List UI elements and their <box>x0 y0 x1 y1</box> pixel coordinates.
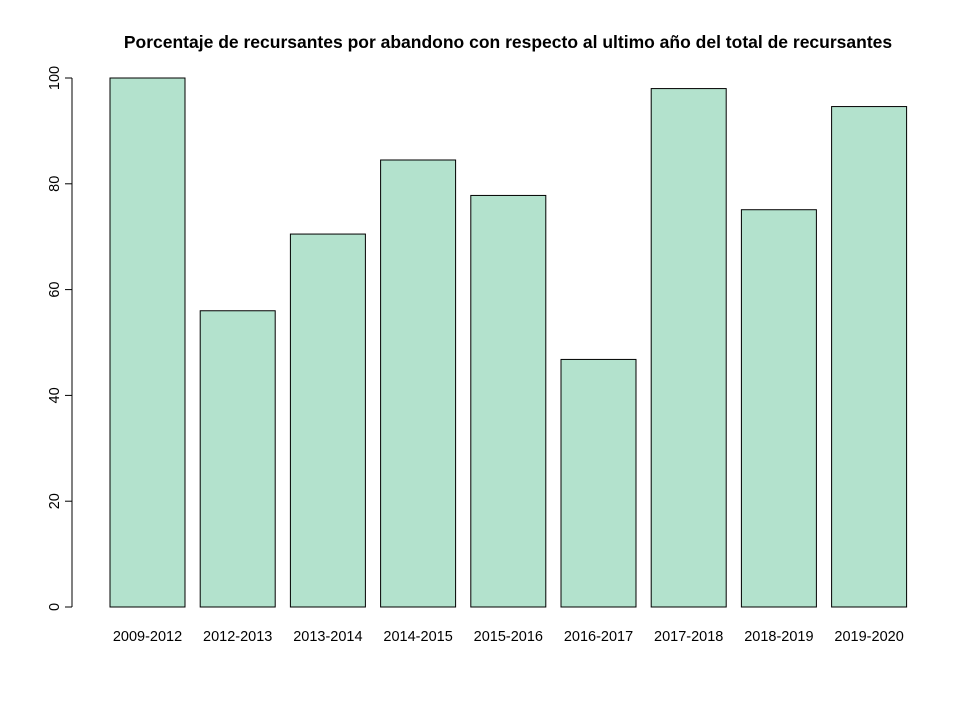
bar <box>740 209 817 608</box>
y-tick-label: 40 <box>47 387 63 403</box>
x-tick-label: 2017-2018 <box>654 629 723 645</box>
y-tick-label: 0 <box>47 603 63 611</box>
bar <box>560 358 637 608</box>
x-tick-label: 2013-2014 <box>293 629 362 645</box>
y-tick-label: 100 <box>47 66 63 90</box>
bar <box>109 77 186 608</box>
bar <box>289 233 366 608</box>
y-axis: 0 20 40 60 80 100 <box>47 66 73 611</box>
x-tick-label: 2012-2013 <box>203 629 272 645</box>
bar <box>650 88 727 608</box>
bar <box>831 106 908 608</box>
x-tick-label: 2016-2017 <box>564 629 633 645</box>
x-tick-label: 2019-2020 <box>834 629 903 645</box>
chart-title: Porcentaje de recursantes por abandono c… <box>124 32 893 52</box>
bar <box>199 310 276 608</box>
y-tick-label: 20 <box>47 493 63 509</box>
x-axis-labels: 2009-2012 2012-2013 2013-2014 2014-2015 2015… <box>113 629 904 645</box>
x-tick-label: 2009-2012 <box>113 629 182 645</box>
x-tick-label: 2015-2016 <box>474 629 543 645</box>
x-tick-label: 2018-2019 <box>744 629 813 645</box>
x-tick-label: 2014-2015 <box>383 629 452 645</box>
y-tick-label: 80 <box>47 176 63 192</box>
y-tick-label: 60 <box>47 282 63 298</box>
bars-group <box>109 77 908 608</box>
bar <box>380 159 457 608</box>
bar <box>470 194 547 608</box>
